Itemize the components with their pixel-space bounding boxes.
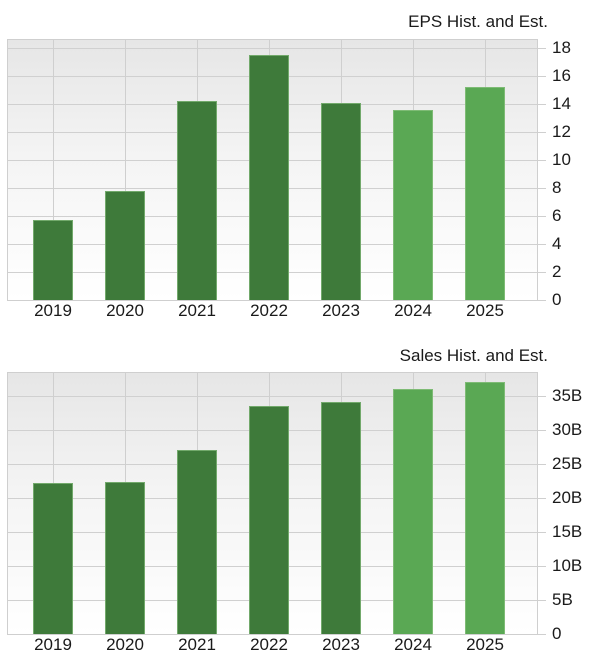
- x-tick-label: 2022: [250, 635, 288, 654]
- y-tick-mark: [538, 48, 546, 49]
- x-tick-label: 2021: [178, 301, 216, 320]
- bar-2024: [393, 389, 433, 634]
- y-tick-label: 20B: [552, 488, 583, 507]
- x-tick-label: 2020: [106, 635, 144, 654]
- y-tick-mark: [538, 634, 546, 635]
- gridline-vertical: [53, 40, 54, 300]
- bar-2020: [105, 481, 145, 634]
- y-tick-mark: [538, 76, 546, 77]
- bar-2019: [33, 220, 73, 300]
- gridline-vertical: [125, 40, 126, 300]
- x-tick-label: 2022: [250, 301, 288, 320]
- plot-area: [7, 372, 538, 635]
- y-tick-mark: [538, 188, 546, 189]
- y-tick-mark: [538, 464, 546, 465]
- gridline-horizontal: [8, 48, 537, 49]
- y-tick-mark: [538, 160, 546, 161]
- bar-2022: [249, 55, 289, 300]
- chart-title: EPS Hist. and Est.: [408, 12, 548, 31]
- x-tick-label: 2020: [106, 301, 144, 320]
- x-tick-label: 2024: [394, 635, 432, 654]
- x-tick-label: 2021: [178, 635, 216, 654]
- y-tick-label: 10: [552, 150, 571, 169]
- y-tick-label: 16: [552, 66, 571, 85]
- y-tick-mark: [538, 104, 546, 105]
- chart-title: Sales Hist. and Est.: [399, 346, 548, 365]
- y-tick-mark: [538, 272, 546, 273]
- bar-2021: [177, 101, 217, 300]
- y-tick-label: 35B: [552, 386, 583, 405]
- x-tick-label: 2019: [34, 635, 72, 654]
- x-tick-label: 2023: [322, 301, 360, 320]
- y-tick-mark: [538, 244, 546, 245]
- y-tick-mark: [538, 430, 546, 431]
- bar-2023: [321, 102, 361, 300]
- y-tick-mark: [538, 532, 546, 533]
- x-tick-label: 2025: [466, 301, 504, 320]
- y-tick-label: 12: [552, 122, 571, 141]
- y-tick-mark: [538, 498, 546, 499]
- y-tick-label: 4: [552, 234, 562, 253]
- y-tick-mark: [538, 396, 546, 397]
- x-tick-label: 2025: [466, 635, 504, 654]
- y-tick-label: 5B: [552, 590, 573, 609]
- y-tick-mark: [538, 300, 546, 301]
- y-tick-label: 10B: [552, 556, 583, 575]
- y-tick-label: 14: [552, 94, 571, 113]
- y-tick-label: 0: [552, 290, 562, 309]
- eps-chart: EPS Hist. and Est. 0 2 4 6 8 10 12 14 16 18 2019 20…: [0, 0, 604, 330]
- y-tick-mark: [538, 132, 546, 133]
- bar-2022: [249, 406, 289, 634]
- bar-2025: [465, 381, 505, 634]
- y-tick-label: 18: [552, 38, 571, 57]
- x-tick-label: 2019: [34, 301, 72, 320]
- y-tick-label: 6: [552, 206, 562, 225]
- y-tick-mark: [538, 566, 546, 567]
- y-tick-mark: [538, 216, 546, 217]
- y-tick-mark: [538, 600, 546, 601]
- bar-2025: [465, 87, 505, 300]
- plot-area: [7, 39, 538, 301]
- x-tick-label: 2023: [322, 635, 360, 654]
- bar-2020: [105, 190, 145, 300]
- y-tick-label: 30B: [552, 420, 583, 439]
- y-tick-label: 2: [552, 262, 562, 281]
- bar-2019: [33, 483, 73, 634]
- bar-2023: [321, 402, 361, 634]
- y-tick-label: 15B: [552, 522, 583, 541]
- bar-2021: [177, 449, 217, 634]
- x-tick-label: 2024: [394, 301, 432, 320]
- gridline-horizontal: [8, 396, 537, 397]
- y-tick-label: 0: [552, 624, 562, 643]
- y-tick-label: 25B: [552, 454, 583, 473]
- y-tick-label: 8: [552, 178, 562, 197]
- bar-2024: [393, 109, 433, 300]
